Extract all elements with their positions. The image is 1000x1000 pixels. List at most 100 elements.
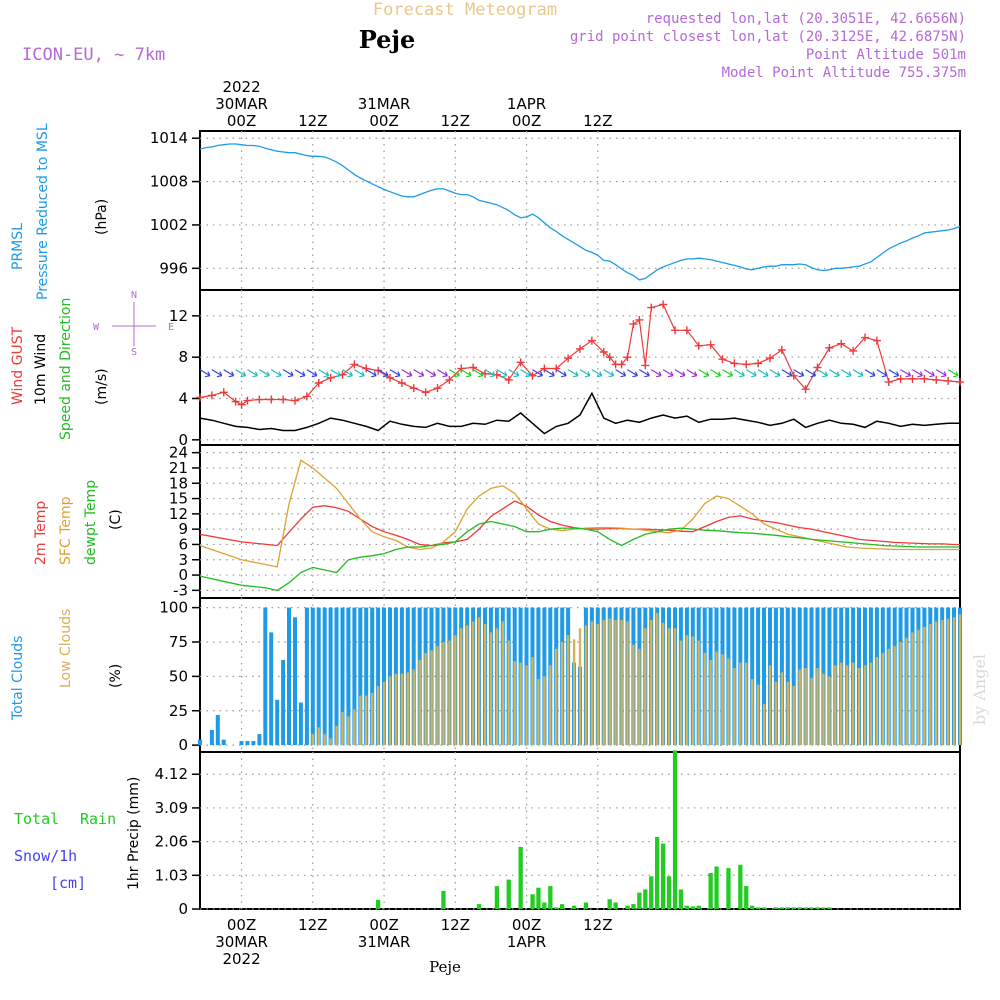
low-cloud-bar: [549, 665, 552, 746]
low-cloud-bar: [739, 662, 742, 746]
compass-w: W: [93, 322, 100, 333]
total-cloud-bar: [239, 741, 244, 746]
low-cloud-bar: [929, 624, 932, 746]
wind-arrow: [603, 369, 615, 378]
precip-bar: [827, 907, 832, 909]
x-tick-label-bottom: 30MAR: [215, 933, 268, 951]
precip-bar: [672, 750, 678, 909]
low-cloud-bar: [495, 628, 499, 746]
total-cloud-bar: [281, 659, 286, 746]
wind-arrow: [330, 369, 342, 378]
low-cloud-bar: [477, 617, 481, 746]
wind-arrow: [615, 369, 627, 378]
low-cloud-bar: [371, 692, 374, 746]
wind-arrow: [567, 369, 579, 378]
low-cloud-bar: [905, 637, 908, 746]
low-cloud-bar: [608, 618, 611, 746]
precip-bar: [779, 907, 784, 909]
gust-point: [718, 355, 727, 364]
snow-label: Snow/1h: [14, 847, 77, 865]
wind-arrow: [460, 369, 472, 378]
wind-arrow: [876, 369, 888, 378]
gust-line: [199, 303, 961, 406]
total-cloud-bar: [340, 607, 345, 746]
low-cloud-bar: [661, 622, 665, 746]
x-tick-label-top: 31MAR: [358, 95, 411, 113]
low-cloud-bar: [329, 738, 332, 746]
compass-n: N: [131, 290, 137, 301]
wind-arrow: [662, 369, 674, 378]
x-tick-label-top: 12Z: [441, 112, 470, 130]
gust-point: [207, 391, 216, 400]
low-cloud-bar: [863, 665, 867, 746]
precip-bar: [738, 864, 743, 909]
wind-arrow: [294, 369, 306, 378]
low-cloud-bar: [667, 628, 671, 746]
gust-point: [956, 377, 964, 386]
x-tick-label-top: 1APR: [507, 95, 546, 113]
precip-bar: [548, 886, 553, 909]
total-cloud-bar: [370, 607, 375, 746]
gust-point: [849, 346, 858, 355]
low-cloud-bar: [566, 635, 570, 746]
low-cloud-bar: [816, 668, 819, 746]
low-cloud-bar: [406, 672, 409, 746]
precip-bar: [797, 907, 802, 909]
low-cloud-bar: [365, 695, 368, 746]
y-tick-label: 24: [169, 444, 188, 462]
low-cloud-bar: [620, 620, 623, 746]
total-cloud-bar: [346, 607, 351, 746]
gust-point: [932, 375, 941, 384]
gust-point: [629, 320, 638, 329]
low-cloud-bar: [768, 665, 772, 746]
low-cloud-bar: [543, 676, 546, 746]
precip-bar: [637, 892, 642, 909]
cloud-unit: (%): [108, 664, 124, 688]
gust-point: [386, 373, 394, 382]
low-cloud-bar: [376, 686, 380, 746]
wind-arrow: [912, 369, 923, 378]
wind-arrow: [472, 369, 484, 378]
total-cloud-bar: [328, 607, 333, 746]
x-tick-label-top: 00Z: [227, 112, 256, 130]
grid-lines: [192, 131, 960, 910]
panel-pressure-frame: [199, 130, 961, 291]
point-altitude: Point Altitude 501m: [806, 47, 966, 63]
compass-rose: N S W E: [93, 290, 174, 358]
y-tick-label: 2.06: [155, 833, 188, 851]
y-tick-label: 0: [178, 431, 188, 449]
wind-arrow: [496, 369, 508, 378]
low-cloud-bar: [644, 628, 647, 746]
low-cloud-bar: [596, 624, 599, 746]
precip-bar: [809, 907, 814, 909]
low-cloud-bar: [430, 650, 433, 746]
total-cloud-bar: [275, 699, 280, 746]
gust-point: [742, 360, 751, 369]
low-cloud-bar: [584, 625, 588, 746]
total-cloud-bar: [304, 607, 309, 746]
x-tick-label-bottom: 12Z: [441, 916, 470, 934]
total-cloud-bar: [756, 607, 761, 746]
gust-point: [255, 395, 264, 404]
gust-point: [694, 341, 703, 350]
low-cloud-bar: [412, 669, 415, 746]
x-tick-label-top: 30MAR: [215, 95, 268, 113]
gust-point: [647, 303, 656, 312]
total-cloud-bar: [542, 607, 547, 746]
y-tick-label: 15: [169, 490, 188, 508]
temp-line-1: [199, 459, 960, 568]
total-cloud-bar: [382, 607, 386, 746]
wind-arrow: [781, 369, 793, 378]
precip-bar: [661, 843, 666, 909]
precip-unit: 1hr Precip (mm): [126, 777, 142, 890]
gust-point: [576, 344, 584, 353]
gust-point: [350, 360, 359, 369]
y-tick-label: 75: [169, 633, 188, 651]
low-cloud-bar: [946, 618, 950, 746]
low-cloud-bar: [851, 662, 855, 746]
wind-arrow: [710, 369, 722, 378]
y-tick-label: 21: [169, 459, 188, 477]
low-cloud-bar: [626, 621, 629, 746]
wind-arrow: [900, 369, 912, 378]
